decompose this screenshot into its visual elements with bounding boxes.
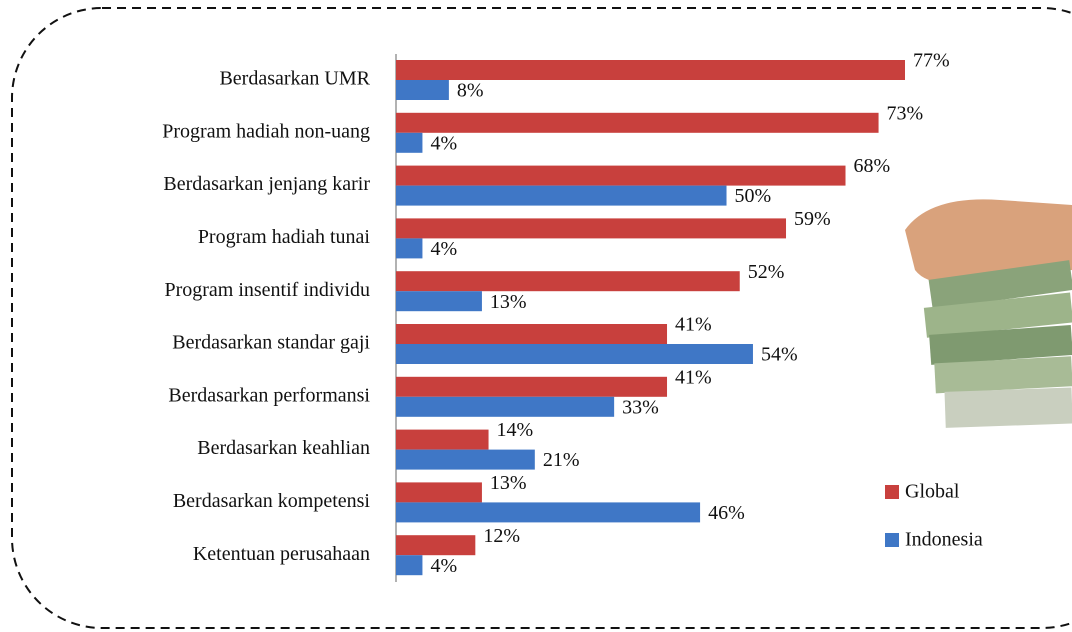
- value-label: 68%: [854, 155, 891, 177]
- bar: [396, 555, 422, 575]
- value-label: 4%: [430, 238, 457, 260]
- value-label: 77%: [913, 50, 950, 72]
- bar: [396, 535, 475, 555]
- value-label: 46%: [708, 502, 745, 524]
- value-label: 41%: [675, 314, 712, 336]
- value-label: 54%: [761, 344, 798, 366]
- value-label: 21%: [543, 449, 580, 471]
- category-label: Program hadiah non-uang: [162, 120, 370, 142]
- category-label: Program insentif individu: [164, 279, 370, 301]
- bar: [396, 397, 614, 417]
- bar: [396, 450, 535, 470]
- value-label: 8%: [457, 80, 484, 102]
- bar: [396, 271, 740, 291]
- money-illustration: [905, 199, 1072, 428]
- bar: [396, 218, 786, 238]
- category-label: Berdasarkan UMR: [219, 68, 370, 90]
- bar: [396, 113, 879, 133]
- value-label: 52%: [748, 261, 785, 283]
- bar: [396, 430, 489, 450]
- value-label: 41%: [675, 366, 712, 388]
- bar: [396, 324, 667, 344]
- value-label: 33%: [622, 396, 659, 418]
- legend-swatch: [885, 533, 899, 547]
- category-label: Berdasarkan standar gaji: [172, 332, 370, 354]
- value-label: 73%: [887, 102, 924, 124]
- bar: [396, 482, 482, 502]
- category-label: Berdasarkan jenjang karir: [163, 173, 370, 195]
- chart: Global Indonesia Berdasarkan UMR 77% 8% Pro…: [0, 0, 1072, 632]
- value-label: 4%: [430, 555, 457, 577]
- value-label: 50%: [735, 185, 772, 207]
- category-label: Berdasarkan performansi: [168, 384, 370, 406]
- legend-label: Indonesia: [905, 529, 983, 551]
- bar: [396, 344, 753, 364]
- value-label: 59%: [794, 208, 831, 230]
- bar: [396, 60, 905, 80]
- value-label: 4%: [430, 132, 457, 154]
- category-label: Program hadiah tunai: [198, 226, 371, 248]
- category-label: Berdasarkan kompetensi: [173, 490, 371, 512]
- value-label: 13%: [490, 472, 527, 494]
- value-label: 13%: [490, 291, 527, 313]
- category-label: Berdasarkan keahlian: [197, 437, 370, 459]
- bar: [396, 186, 727, 206]
- value-label: 14%: [497, 419, 534, 441]
- bar: [396, 377, 667, 397]
- bar: [396, 291, 482, 311]
- value-label: 12%: [483, 525, 520, 547]
- bar: [396, 80, 449, 100]
- bar: [396, 166, 846, 186]
- category-label: Ketentuan perusahaan: [193, 543, 370, 565]
- bar: [396, 238, 422, 258]
- bar: [396, 133, 422, 153]
- legend-swatch: [885, 485, 899, 499]
- legend-label: Global: [905, 481, 960, 503]
- bar: [396, 502, 700, 522]
